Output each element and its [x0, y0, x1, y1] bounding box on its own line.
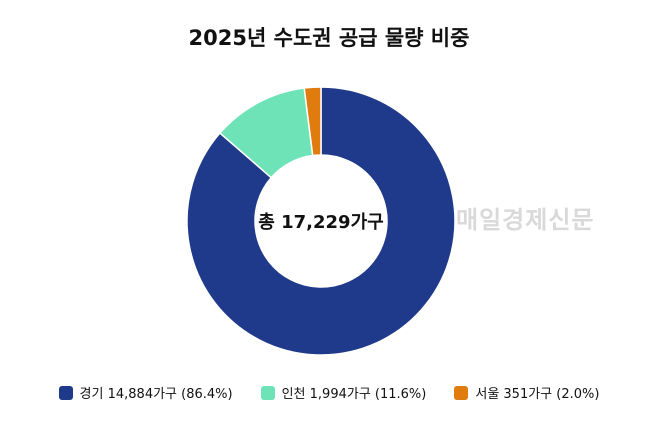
chart-title: 2025년 수도권 공급 물량 비중	[188, 26, 470, 50]
legend-swatch	[58, 385, 73, 400]
legend-swatch	[454, 385, 469, 400]
legend: 경기 14,884가구 (86.4%) 인천 1,994가구 (11.6%) 서…	[0, 383, 658, 402]
total-label: 총 17,229가구	[258, 212, 384, 233]
watermark: 매일경제신문	[456, 206, 595, 234]
slice-gyeonggi	[186, 86, 456, 356]
legend-label: 경기 14,884가구 (86.4%)	[79, 387, 233, 402]
legend-label: 서울 351가구 (2.0%)	[475, 387, 600, 402]
legend-label: 인천 1,994가구 (11.6%)	[281, 387, 427, 402]
legend-item-gyeonggi: 경기 14,884가구 (86.4%)	[58, 383, 233, 402]
legend-item-incheon: 인천 1,994가구 (11.6%)	[260, 383, 427, 402]
legend-item-seoul: 서울 351가구 (2.0%)	[454, 383, 599, 402]
slice-seoul	[303, 86, 322, 157]
legend-swatch	[260, 385, 275, 400]
